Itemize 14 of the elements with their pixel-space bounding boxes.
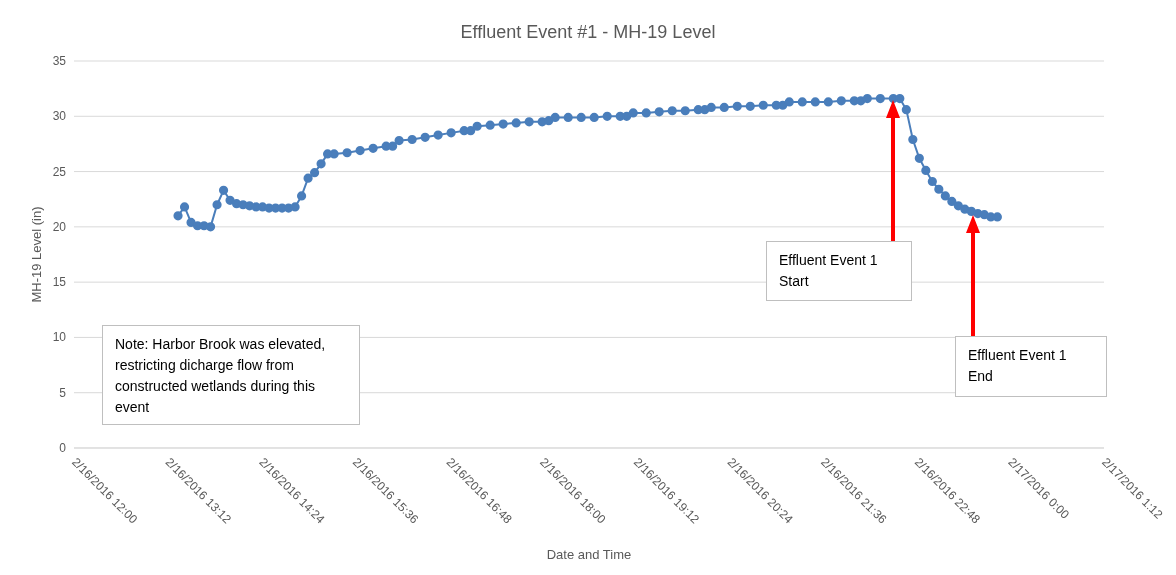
text-box: Note: Harbor Brook was elevated, restricting dicharge flow from constructed wetlands during this event (102, 325, 360, 425)
text-box: Effluent Event 1 End (955, 336, 1107, 397)
text-box: Effluent Event 1 Start (766, 241, 912, 301)
y-tick-label: 20 (52, 219, 67, 234)
y-tick-label: 5 (59, 385, 67, 400)
y-tick-label: 25 (52, 164, 67, 179)
y-tick-label: 35 (52, 54, 67, 68)
y-tick-label: 0 (59, 441, 67, 455)
y-tick-label: 30 (52, 109, 67, 124)
y-tick-label: 15 (52, 275, 67, 290)
y-tick-label: 10 (52, 330, 67, 345)
y-axis-title: MH-19 Level (in) (28, 206, 44, 303)
chart-title: Effluent Event #1 - MH-19 Level (459, 22, 717, 43)
x-axis-title: Date and Time (546, 547, 632, 562)
